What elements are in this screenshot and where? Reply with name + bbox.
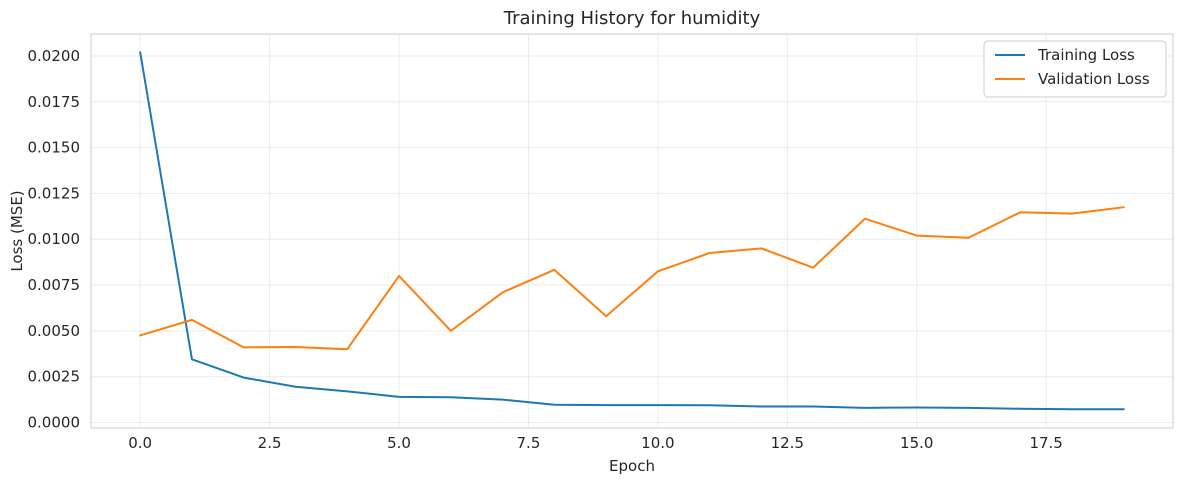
x-axis-label: Epoch [609, 457, 655, 475]
grid [91, 34, 1173, 428]
x-tick-label: 15.0 [900, 434, 933, 452]
y-tick-label: 0.0125 [28, 184, 81, 202]
y-tick-label: 0.0000 [28, 414, 81, 432]
x-tick-label: 5.0 [387, 434, 411, 452]
x-tick-label: 12.5 [771, 434, 804, 452]
plot-frame [90, 33, 1174, 429]
y-tick-label: 0.0075 [28, 276, 81, 294]
training-loss-legend-label: Training Loss [1037, 46, 1135, 64]
chart-title: Training History for humidity [503, 8, 761, 29]
validation-loss-legend-label: Validation Loss [1038, 70, 1150, 88]
x-axis-ticks: 0.0 2.5 5.0 7.5 10.0 12.5 15.0 17.5 [128, 434, 1063, 452]
x-tick-label: 0.0 [128, 434, 152, 452]
y-tick-label: 0.0150 [28, 139, 81, 157]
series-layer [139, 51, 1125, 411]
y-tick-label: 0.0175 [28, 93, 81, 111]
y-tick-label: 0.0100 [28, 230, 81, 248]
x-tick-label: 17.5 [1029, 434, 1062, 452]
legend: Training Loss Validation Loss [983, 40, 1167, 98]
validation-loss-line [139, 206, 1125, 351]
y-tick-label: 0.0050 [28, 322, 81, 340]
x-tick-label: 7.5 [517, 434, 541, 452]
y-tick-label: 0.0200 [28, 47, 81, 65]
y-tick-label: 0.0025 [28, 368, 81, 386]
y-axis-ticks: 0.0000 0.0025 0.0050 0.0075 0.0100 0.0125 0.01… [28, 47, 81, 432]
y-axis-label: Loss (MSE) [8, 190, 26, 271]
x-tick-label: 10.0 [641, 434, 674, 452]
training-loss-line [139, 51, 1125, 411]
legend-box [983, 40, 1167, 98]
x-tick-label: 2.5 [258, 434, 282, 452]
